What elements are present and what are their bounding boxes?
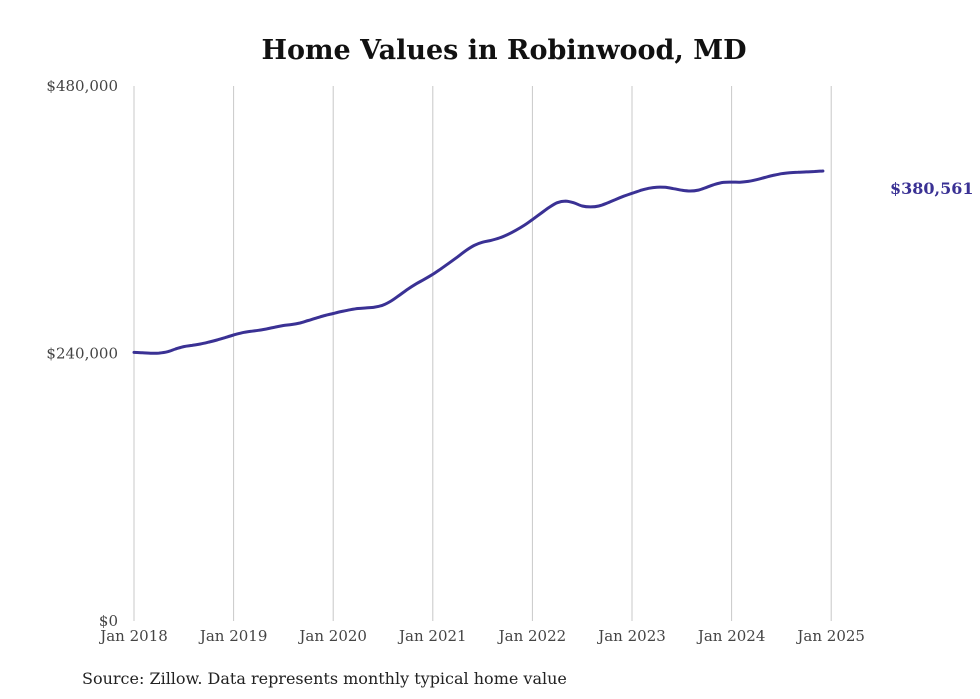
y-axis-tick-labels: $0 $240,000 $480,000 xyxy=(46,77,118,630)
home-value-line xyxy=(132,169,825,355)
source-note: Source: Zillow. Data represents monthly … xyxy=(82,669,567,688)
x-tick-label: Jan 2023 xyxy=(596,627,666,645)
x-tick-label: Jan 2018 xyxy=(98,627,168,645)
y-tick-label: $480,000 xyxy=(46,77,118,95)
x-tick-label: Jan 2025 xyxy=(795,627,865,645)
x-axis-tick-labels: Jan 2018 Jan 2019 Jan 2020 Jan 2021 Jan 2022… xyxy=(98,627,865,645)
latest-value-label: $380,561 xyxy=(890,179,974,198)
y-tick-label: $240,000 xyxy=(46,345,118,363)
y-tick-label: $0 xyxy=(99,612,118,630)
x-tick-label: Jan 2020 xyxy=(297,627,367,645)
vertical-gridlines xyxy=(133,86,832,621)
x-tick-label: Jan 2024 xyxy=(696,627,766,645)
x-tick-label: Jan 2019 xyxy=(198,627,268,645)
chart-title: Home Values in Robinwood, MD xyxy=(261,35,746,66)
x-tick-label: Jan 2022 xyxy=(497,627,567,645)
x-tick-label: Jan 2021 xyxy=(397,627,467,645)
